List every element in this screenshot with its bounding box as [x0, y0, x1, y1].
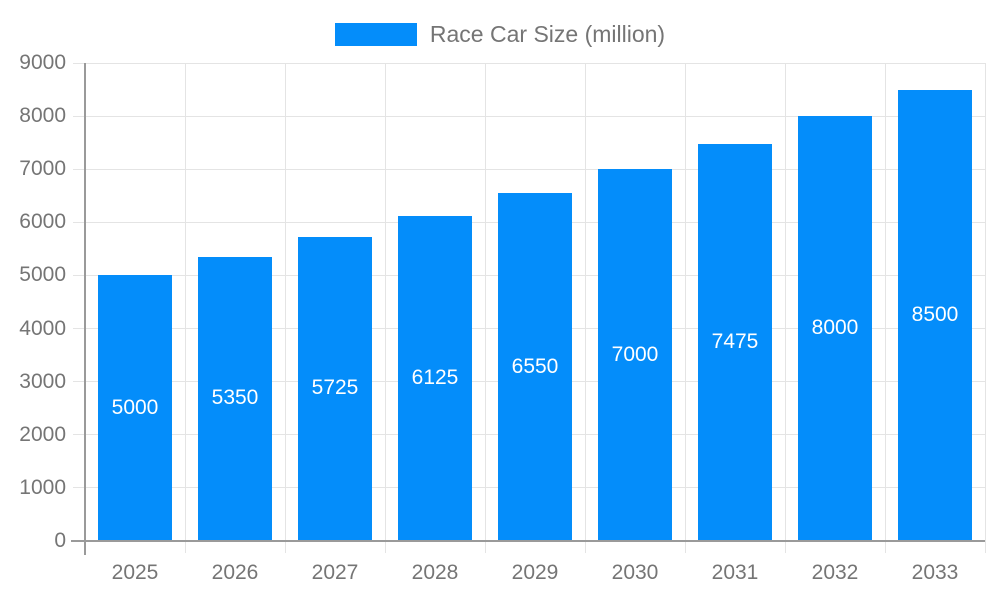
y-axis-tick-label: 9000: [19, 51, 66, 74]
legend-series-label: Race Car Size (million): [429, 21, 666, 47]
bar[interactable]: 7000: [598, 169, 672, 540]
y-axis-tick-label: 4000: [19, 316, 66, 340]
x-gridline: [784, 63, 786, 553]
y-axis-tick-label: 3000: [19, 369, 66, 393]
bar-value-label: 8000: [811, 316, 859, 340]
bar-value-label: 5000: [111, 395, 159, 419]
y-axis-tick-label: 6000: [19, 210, 66, 234]
y-axis-tick-label: 1000: [19, 475, 66, 499]
legend: Race Car Size (million): [0, 21, 1000, 48]
bar-value-label: 5350: [211, 386, 259, 410]
bar[interactable]: 6125: [398, 215, 472, 540]
y-gridline: [73, 62, 985, 64]
x-axis-tick-label: 2027: [311, 561, 359, 584]
bar-value-label: 7475: [711, 329, 759, 353]
x-gridline: [584, 63, 586, 553]
x-gridline: [984, 63, 986, 553]
bar[interactable]: 5350: [198, 256, 272, 540]
bar-value-label: 8500: [911, 302, 959, 326]
x-axis-tick-label: 2025: [111, 561, 159, 584]
x-axis-tick-label: 2029: [511, 561, 559, 584]
bar[interactable]: 6550: [498, 193, 572, 540]
bar-value-label: 5725: [311, 376, 359, 400]
y-axis-tick-label: 5000: [19, 263, 66, 287]
x-gridline: [384, 63, 386, 553]
bar[interactable]: 5000: [98, 275, 172, 540]
x-axis-tick-label: 2028: [411, 561, 459, 584]
y-axis-line: [84, 63, 86, 555]
bar-value-label: 6550: [511, 354, 559, 378]
y-axis-tick-label: 8000: [19, 104, 66, 128]
bar[interactable]: 8000: [798, 116, 872, 540]
x-axis-tick-label: 2033: [911, 561, 959, 584]
bar-value-label: 7000: [611, 342, 659, 366]
x-axis-tick-label: 2026: [211, 561, 259, 584]
y-axis-tick-label: 7000: [19, 157, 66, 181]
x-gridline: [484, 63, 486, 553]
x-gridline: [684, 63, 686, 553]
x-axis-tick-label: 2032: [811, 561, 859, 584]
legend-swatch: [334, 23, 417, 46]
y-gridline: [73, 115, 985, 117]
x-gridline: [184, 63, 186, 553]
x-axis-tick-label: 2031: [711, 561, 759, 584]
y-gridline: [73, 168, 985, 170]
x-gridline: [284, 63, 286, 553]
x-gridline: [884, 63, 886, 553]
y-axis-tick-label: 2000: [19, 422, 66, 446]
bar[interactable]: 8500: [898, 89, 972, 540]
bar[interactable]: 7475: [698, 143, 772, 540]
bar[interactable]: 5725: [298, 236, 372, 540]
x-axis-tick-label: 2030: [611, 561, 659, 584]
y-axis-tick-label: 0: [54, 529, 66, 552]
x-axis-line: [71, 540, 985, 542]
bar-value-label: 6125: [411, 365, 459, 389]
